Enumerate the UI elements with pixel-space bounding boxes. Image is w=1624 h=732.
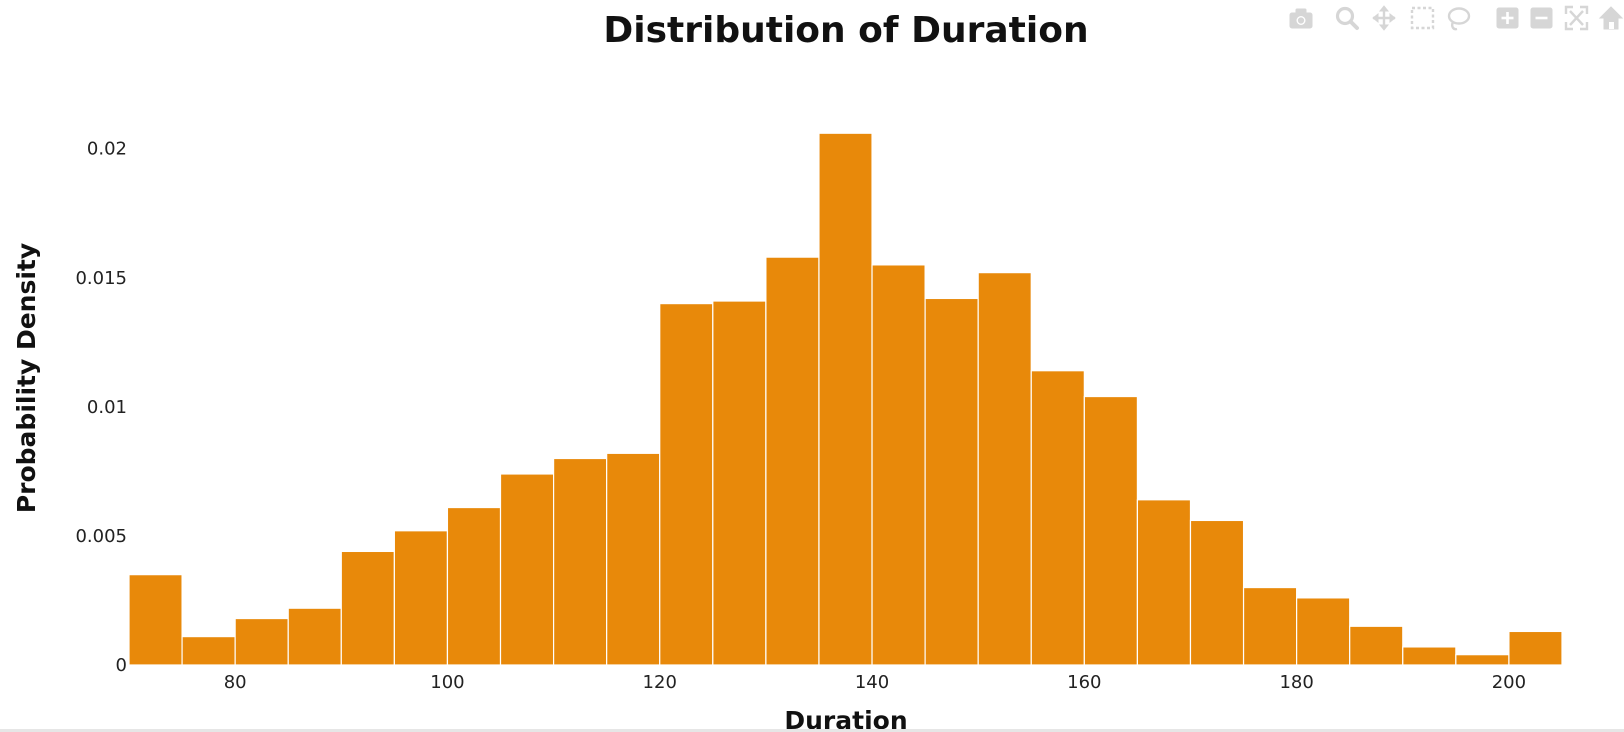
- histogram-bar[interactable]: [924, 297, 979, 666]
- y-tick-label: 0: [116, 655, 127, 676]
- y-tick-label: 0.02: [87, 139, 127, 160]
- x-tick-label: 140: [855, 672, 889, 693]
- histogram-bar[interactable]: [606, 452, 661, 666]
- histogram-bar[interactable]: [1136, 499, 1192, 666]
- x-tick-label: 200: [1492, 672, 1526, 693]
- bars-layer: [128, 132, 1563, 666]
- plot-area: [128, 132, 1563, 666]
- histogram-bar[interactable]: [1083, 395, 1139, 666]
- histogram-bar[interactable]: [446, 506, 502, 666]
- histogram-bar[interactable]: [128, 574, 183, 666]
- histogram-bar[interactable]: [977, 272, 1032, 666]
- box-select-icon[interactable]: [1410, 6, 1435, 30]
- x-tick-label: 160: [1067, 672, 1101, 693]
- x-axis: 80 100 120 140 160 180 200: [224, 672, 1526, 693]
- bottom-border: [0, 729, 1624, 732]
- histogram-bar[interactable]: [287, 607, 342, 666]
- histogram-bar[interactable]: [659, 303, 714, 666]
- y-tick-label: 0.005: [75, 526, 127, 547]
- x-tick-label: 120: [643, 672, 677, 693]
- histogram-bar[interactable]: [1508, 630, 1563, 666]
- histogram-bar[interactable]: [1349, 625, 1404, 666]
- histogram-bar[interactable]: [340, 550, 395, 666]
- modebar: [1289, 5, 1624, 31]
- histogram-bar[interactable]: [393, 530, 449, 666]
- histogram-bar[interactable]: [1455, 654, 1510, 666]
- histogram-bar[interactable]: [234, 617, 289, 666]
- zoom-out-icon[interactable]: [1530, 7, 1553, 29]
- y-axis-title: Probability Density: [12, 243, 41, 513]
- histogram-bar[interactable]: [1402, 646, 1457, 666]
- x-tick-label: 100: [430, 672, 464, 693]
- y-tick-label: 0.015: [75, 268, 127, 289]
- autoscale-icon[interactable]: [1564, 5, 1589, 31]
- chart-title: Distribution of Duration: [603, 10, 1088, 51]
- histogram-bar[interactable]: [871, 264, 926, 666]
- zoom-in-icon[interactable]: [1496, 7, 1519, 29]
- lasso-select-icon[interactable]: [1447, 7, 1471, 31]
- zoom-icon[interactable]: [1335, 6, 1359, 30]
- x-tick-label: 180: [1279, 672, 1313, 693]
- reset-axes-icon[interactable]: [1598, 6, 1624, 30]
- histogram-bar[interactable]: [1030, 370, 1085, 666]
- histogram-bar[interactable]: [552, 457, 608, 666]
- histogram-bar[interactable]: [1296, 597, 1351, 666]
- histogram-bar[interactable]: [765, 256, 820, 666]
- y-axis: 0 0.005 0.01 0.015 0.02: [75, 139, 127, 676]
- histogram-bar[interactable]: [1189, 519, 1245, 666]
- y-tick-label: 0.01: [87, 397, 127, 418]
- x-axis-title: Duration: [784, 706, 907, 732]
- pan-icon[interactable]: [1372, 5, 1396, 31]
- histogram-bar[interactable]: [818, 132, 873, 666]
- histogram-bar[interactable]: [1242, 586, 1298, 666]
- histogram-bar[interactable]: [712, 300, 767, 666]
- histogram-bar[interactable]: [181, 636, 236, 666]
- histogram-bar[interactable]: [499, 473, 555, 666]
- x-tick-label: 80: [224, 672, 247, 693]
- camera-icon[interactable]: [1289, 8, 1313, 29]
